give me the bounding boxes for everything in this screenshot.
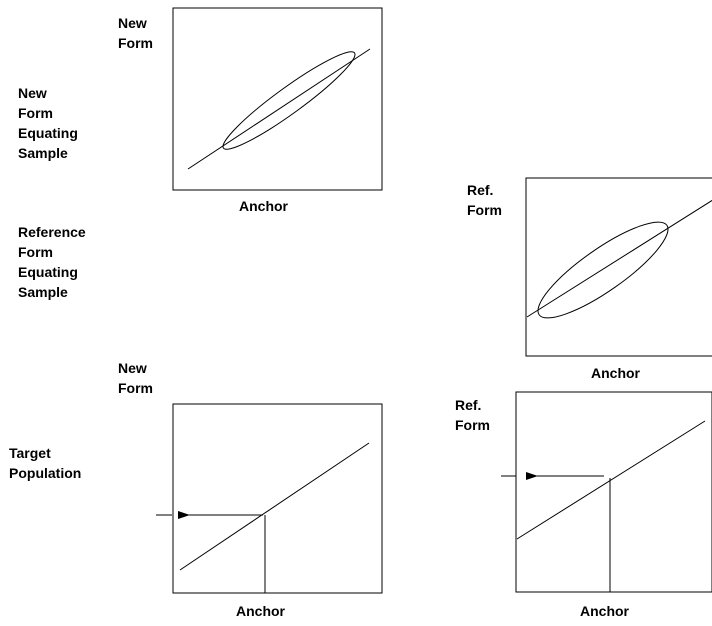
panel-ref-form-target bbox=[501, 391, 712, 593]
ref-form-target-y-label: Ref. Form bbox=[455, 397, 490, 433]
panel-new-form-sample bbox=[172, 7, 383, 191]
ref-form-target-x-label: Anchor bbox=[580, 603, 629, 619]
scatter-ellipse bbox=[222, 51, 356, 150]
scatter-ellipse bbox=[537, 221, 669, 319]
row-label-reference-form-equating-sample: Reference Form Equating Sample bbox=[18, 224, 86, 300]
panel-new-form-target bbox=[156, 403, 383, 594]
panel-frame bbox=[172, 403, 383, 594]
new-form-sample-y-label: New Form bbox=[118, 15, 153, 51]
new-form-target-y-label: New Form bbox=[118, 360, 153, 396]
panel-frame bbox=[515, 391, 712, 593]
row-label-target-population: Target Population bbox=[9, 445, 82, 481]
regression-line bbox=[526, 199, 712, 318]
panel-ref-form-sample bbox=[525, 177, 712, 357]
ref-form-sample-x-label: Anchor bbox=[591, 365, 640, 381]
regression-line bbox=[516, 420, 706, 540]
regression-line bbox=[179, 442, 370, 571]
regression-line bbox=[187, 48, 371, 170]
ref-form-sample-y-label: Ref. Form bbox=[467, 182, 502, 218]
new-form-sample-x-label: Anchor bbox=[239, 198, 288, 214]
panel-frame bbox=[525, 177, 712, 357]
panel-frame bbox=[172, 7, 383, 191]
new-form-target-x-label: Anchor bbox=[236, 603, 285, 619]
row-label-new-form-equating-sample: New Form Equating Sample bbox=[18, 85, 78, 161]
